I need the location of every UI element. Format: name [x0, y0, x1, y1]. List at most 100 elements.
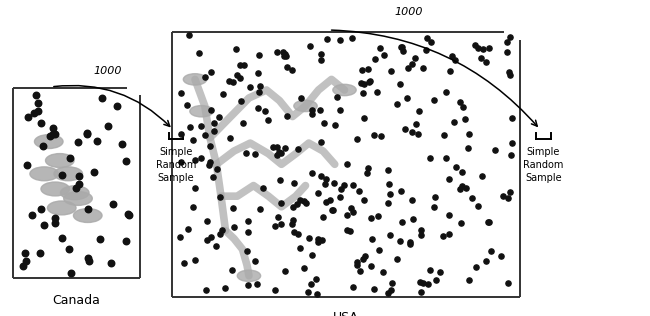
- Point: [206, 234, 216, 239]
- Point: [444, 213, 454, 218]
- Point: [224, 79, 235, 84]
- Point: [419, 281, 429, 286]
- Point: [71, 186, 81, 191]
- Point: [97, 95, 107, 100]
- Point: [269, 287, 280, 292]
- Point: [347, 35, 358, 40]
- Point: [33, 101, 44, 106]
- Point: [217, 91, 228, 96]
- Point: [289, 230, 299, 235]
- Point: [481, 60, 491, 65]
- Point: [287, 67, 297, 72]
- Point: [273, 215, 283, 220]
- Point: [444, 231, 454, 236]
- Point: [235, 63, 245, 68]
- Point: [200, 133, 211, 138]
- Point: [83, 207, 94, 212]
- Point: [83, 256, 93, 261]
- Point: [124, 213, 134, 218]
- Point: [66, 271, 77, 276]
- Point: [57, 236, 67, 241]
- Point: [365, 78, 376, 83]
- Point: [38, 143, 48, 148]
- Point: [322, 37, 332, 42]
- Point: [250, 151, 261, 156]
- Point: [305, 43, 315, 48]
- Point: [396, 44, 406, 49]
- Point: [202, 219, 213, 224]
- Point: [307, 112, 317, 117]
- Point: [209, 121, 220, 126]
- Point: [470, 43, 480, 48]
- Point: [31, 92, 42, 97]
- Point: [415, 279, 425, 284]
- Point: [329, 181, 339, 186]
- Point: [176, 159, 186, 164]
- Point: [82, 131, 92, 136]
- Point: [503, 280, 514, 285]
- Point: [49, 221, 60, 226]
- Point: [227, 80, 238, 85]
- Point: [182, 227, 192, 232]
- Point: [21, 258, 31, 263]
- Point: [455, 99, 465, 104]
- Point: [274, 150, 285, 155]
- Point: [336, 186, 346, 191]
- Point: [29, 110, 40, 115]
- Point: [359, 82, 369, 87]
- Point: [345, 205, 356, 210]
- Point: [179, 261, 189, 266]
- Point: [473, 203, 484, 208]
- Point: [232, 72, 242, 77]
- Point: [94, 236, 105, 241]
- Point: [335, 37, 345, 42]
- Circle shape: [294, 100, 317, 112]
- Point: [34, 251, 45, 256]
- Point: [280, 145, 291, 150]
- Point: [504, 190, 515, 195]
- Point: [311, 291, 322, 296]
- Point: [272, 50, 282, 55]
- Point: [473, 46, 483, 51]
- Point: [425, 156, 436, 161]
- Point: [392, 101, 402, 106]
- Point: [205, 159, 215, 164]
- Point: [358, 198, 369, 203]
- Point: [281, 64, 292, 70]
- Point: [220, 285, 230, 290]
- Point: [279, 54, 289, 59]
- Point: [81, 131, 92, 137]
- Point: [328, 208, 339, 213]
- Point: [122, 238, 132, 243]
- Point: [497, 193, 508, 198]
- Point: [458, 105, 468, 110]
- Point: [486, 248, 496, 253]
- Point: [243, 219, 254, 224]
- Point: [476, 173, 487, 178]
- Point: [307, 107, 318, 112]
- Point: [405, 242, 415, 247]
- Point: [348, 284, 358, 289]
- Point: [245, 85, 255, 90]
- Point: [44, 133, 55, 138]
- Point: [260, 108, 270, 113]
- Point: [327, 208, 337, 213]
- Point: [64, 246, 74, 251]
- Point: [18, 264, 29, 269]
- Point: [352, 263, 363, 268]
- Point: [386, 287, 396, 292]
- Point: [417, 65, 428, 70]
- Point: [370, 56, 380, 61]
- Point: [467, 196, 477, 201]
- Point: [405, 240, 415, 245]
- Point: [369, 286, 379, 291]
- Point: [376, 134, 386, 139]
- Point: [313, 240, 323, 245]
- Point: [295, 246, 306, 251]
- Point: [39, 222, 49, 228]
- Point: [399, 127, 410, 132]
- Point: [253, 71, 263, 76]
- Point: [287, 221, 297, 226]
- Point: [463, 278, 474, 283]
- Point: [386, 68, 396, 73]
